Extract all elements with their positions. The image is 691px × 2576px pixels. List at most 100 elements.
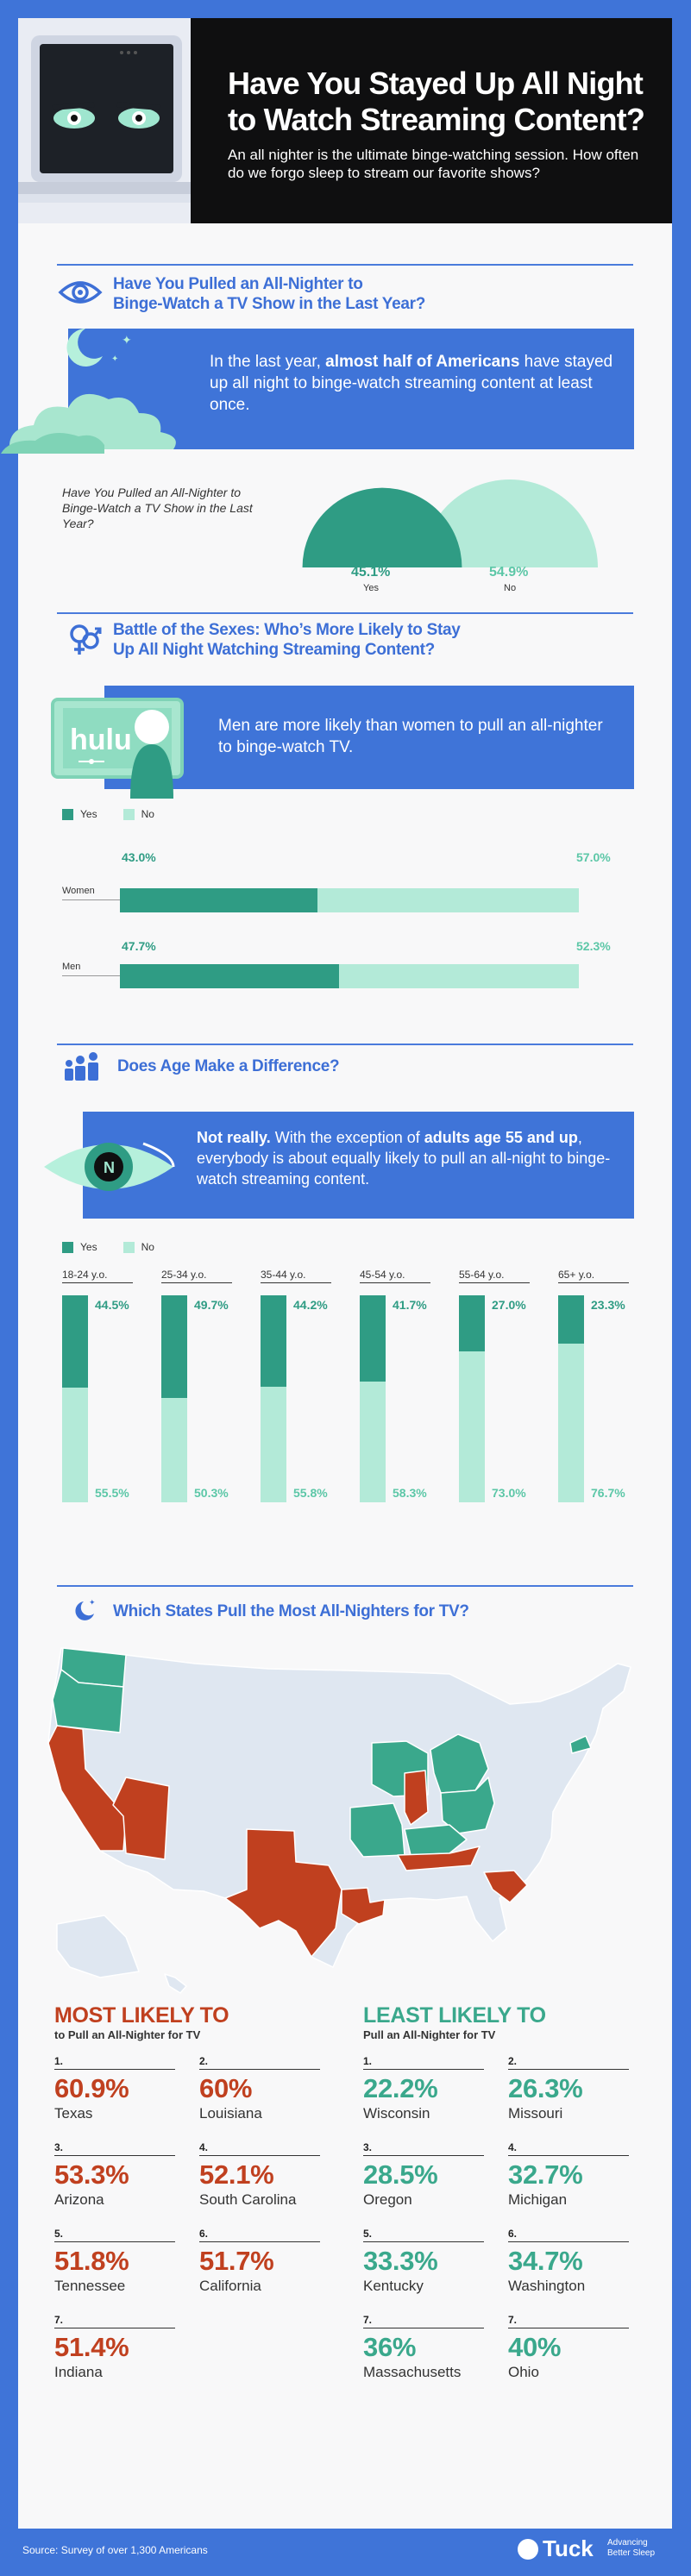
section1-callout-text: In the last year, almost half of America… [210, 353, 613, 414]
no-label: No [504, 583, 517, 593]
most-rank-item: 3. 53.3% Arizona [54, 2141, 175, 2208]
section3-title: Does Age Make a Difference? [117, 1057, 340, 1075]
most-likely-sub: to Pull an All-Nighter for TV [54, 2028, 201, 2041]
rank-number: 5. [363, 2228, 484, 2242]
massachusetts-shape [569, 1735, 592, 1754]
tuck-logo-icon [518, 2539, 538, 2560]
rank-state: Kentucky [363, 2278, 424, 2294]
legend-yes-label: Yes [80, 1241, 97, 1253]
header-banner [191, 18, 672, 223]
age-no-segment [558, 1343, 584, 1502]
rank-state: South Carolina [199, 2191, 297, 2208]
yes-value: 45.1% [351, 565, 391, 580]
legend-no-label: No [141, 808, 154, 820]
age-yes-value: 41.7% [393, 1298, 427, 1312]
usa-base-shape [47, 1647, 631, 1968]
least-rank-item: 3. 28.5% Oregon [363, 2141, 484, 2208]
pie-no-slice [422, 479, 598, 567]
california-shape [47, 1725, 127, 1852]
tagline-line2: Better Sleep [607, 2548, 656, 2558]
rank-value: 33.3% [363, 2246, 438, 2276]
rank-value: 51.8% [54, 2246, 129, 2276]
section2-callout [104, 686, 634, 789]
section-divider [57, 264, 633, 266]
rank-value: 52.1% [199, 2159, 274, 2190]
gender-symbols-icon [70, 624, 102, 655]
eye-n-icon: N [44, 1142, 175, 1191]
texas-shape [224, 1828, 342, 1958]
section1-title-line2: Binge-Watch a TV Show in the Last Year? [113, 295, 426, 313]
rank-number: 7. [363, 2314, 484, 2328]
legend-no-label: No [141, 1241, 154, 1253]
laptop-illustration [18, 18, 191, 223]
section3-callout-text: Not really. With the exception of adults… [197, 1129, 611, 1188]
women-yes-segment [120, 888, 317, 912]
rank-value: 60.9% [54, 2073, 129, 2103]
age-group-label: 65+ y.o. [558, 1269, 629, 1283]
men-yes-segment [120, 964, 339, 988]
us-map [47, 1647, 631, 1994]
legend-yes-swatch [62, 808, 73, 820]
rank-number: 4. [199, 2141, 320, 2156]
most-rank-item: 2. 60% Louisiana [199, 2055, 320, 2122]
rank-state: Washington [508, 2278, 586, 2294]
pie-question: Have You Pulled an All-Nighter to Binge-… [62, 486, 253, 530]
age-yes-segment [558, 1295, 584, 1344]
least-rank-item: 1. 22.2% Wisconsin [363, 2055, 484, 2122]
content-panel: Have You Stayed Up All Night to Watch St… [1, 18, 672, 2529]
south-carolina-shape [483, 1870, 528, 1903]
legend-no-swatch [122, 808, 135, 820]
eye-icon [58, 281, 103, 304]
women-bar [120, 888, 579, 912]
kentucky-shape [404, 1824, 468, 1856]
age-no-value: 76.7% [591, 1486, 625, 1500]
age-no-value: 58.3% [393, 1486, 427, 1500]
rank-number: 1. [54, 2055, 175, 2070]
most-rank-item: 5. 51.8% Tennessee [54, 2228, 175, 2294]
hawaii-shape [164, 1973, 187, 1994]
age-yes-value: 44.5% [95, 1298, 129, 1312]
age-no-value: 50.3% [194, 1486, 229, 1500]
women-no-value: 57.0% [576, 850, 611, 864]
rank-state: Indiana [54, 2364, 103, 2380]
most-likely-heading: MOST LIKELY TO [54, 2003, 229, 2028]
svg-text:✦: ✦ [89, 1598, 96, 1607]
age-no-value: 55.5% [95, 1486, 129, 1500]
age-group-label: 55-64 y.o. [459, 1269, 530, 1283]
least-rank-item: 7. 40% Ohio [508, 2314, 629, 2380]
section-divider [57, 1044, 633, 1045]
rank-state: Arizona [54, 2191, 104, 2208]
alaska-shape [56, 1915, 140, 1978]
section2-callout-text: Men are more likely than women to pull a… [218, 717, 603, 756]
age-bar [558, 1295, 584, 1502]
age-bar [360, 1295, 386, 1502]
rank-state: Louisiana [199, 2105, 262, 2122]
rank-value: 40% [508, 2332, 562, 2362]
rank-value: 32.7% [508, 2159, 583, 2190]
men-no-value: 52.3% [576, 939, 611, 953]
age-group-label: 35-44 y.o. [261, 1269, 331, 1283]
row-divider [62, 899, 120, 900]
rank-state: Tennessee [54, 2278, 126, 2294]
men-label: Men [62, 962, 81, 972]
age-group-label: 18-24 y.o. [62, 1269, 133, 1283]
rank-value: 51.7% [199, 2246, 274, 2276]
rank-state: Texas [54, 2105, 93, 2122]
svg-text:hulu: hulu [70, 724, 132, 756]
least-likely-sub: Pull an All-Nighter for TV [363, 2028, 496, 2041]
rank-state: Massachusetts [363, 2364, 462, 2380]
rank-state: Missouri [508, 2105, 563, 2122]
svg-text:✦: ✦ [111, 354, 118, 364]
rank-number: 4. [508, 2141, 629, 2156]
rank-value: 22.2% [363, 2073, 438, 2103]
least-rank-item: 4. 32.7% Michigan [508, 2141, 629, 2208]
age-group-label: 45-54 y.o. [360, 1269, 430, 1283]
michigan-shape [430, 1733, 489, 1794]
age-bar [161, 1295, 187, 1502]
women-label: Women [62, 886, 95, 896]
age-no-segment [360, 1382, 386, 1502]
least-likely-heading: LEAST LIKELY TO [363, 2003, 546, 2028]
men-no-segment [338, 964, 579, 988]
tennessee-shape [397, 1846, 481, 1871]
laptop-eyes-icon [18, 35, 191, 203]
